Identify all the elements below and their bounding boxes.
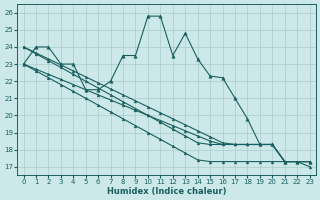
- X-axis label: Humidex (Indice chaleur): Humidex (Indice chaleur): [107, 187, 226, 196]
